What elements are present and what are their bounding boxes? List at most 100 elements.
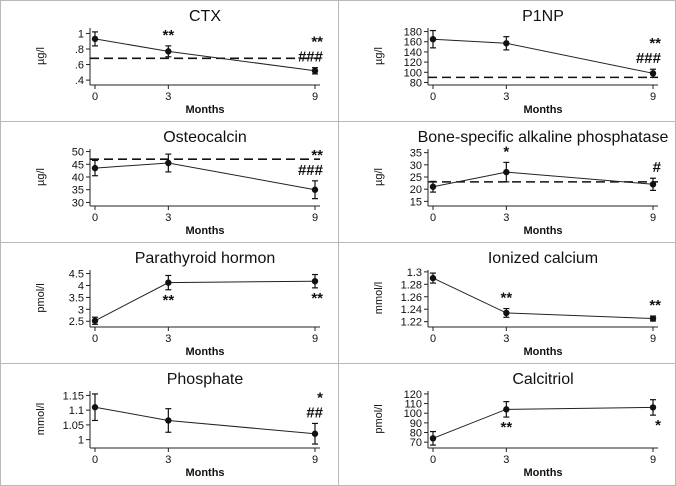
data-point xyxy=(503,309,510,317)
y-axis-label: pmol/l xyxy=(373,404,385,433)
y-tick-label: 90 xyxy=(410,418,422,430)
chart-panel-ctx: CTX .4.6.8 1 0 3 9 Months µg/l ** ** ### xyxy=(0,0,338,121)
data-point xyxy=(311,430,319,437)
y-tick-label: 1 xyxy=(78,435,84,447)
chart-panel-calcitriol: Calcitriol 70 80 90 100 110 120 0 3 9 Months pmol/l… xyxy=(338,363,676,484)
annotation-line: # xyxy=(653,159,662,176)
annotation-line: ** xyxy=(649,35,661,52)
y-tick-label: 3.5 xyxy=(69,292,84,304)
y-tick-label: 3 xyxy=(78,304,84,316)
x-tick-label: 0 xyxy=(430,333,436,345)
data-point xyxy=(649,404,657,411)
y-tick-label: .8 xyxy=(75,44,84,56)
data-point xyxy=(165,48,172,55)
x-tick-label: 3 xyxy=(503,91,509,103)
chart-title: Parathyroid hormon xyxy=(135,250,276,267)
y-tick-label: 1.1 xyxy=(69,405,84,417)
series-line xyxy=(94,406,316,435)
x-tick-label: 9 xyxy=(650,91,656,103)
y-tick-label: 160 xyxy=(404,37,422,49)
y-tick-label: 1 xyxy=(78,28,84,40)
y-tick-label: 15 xyxy=(410,196,422,208)
significance-annotation: ** xyxy=(162,27,174,44)
y-tick-label: 80 xyxy=(410,77,422,89)
data-point xyxy=(429,435,437,442)
series-line xyxy=(94,38,316,72)
data-point xyxy=(503,40,510,47)
x-tick-label: 9 xyxy=(312,212,318,224)
annotation-line: ** xyxy=(311,290,323,307)
data-point xyxy=(311,278,319,285)
significance-annotation: * xyxy=(503,143,509,160)
x-tick-label: 3 xyxy=(165,333,171,345)
y-axis-label: µg/l xyxy=(373,168,385,186)
y-tick-label: 45 xyxy=(72,159,84,171)
significance-annotation: ** xyxy=(162,292,174,309)
y-tick-label: 1.22 xyxy=(401,317,422,329)
annotation-line: * xyxy=(503,143,509,160)
annotation-line: ** xyxy=(649,297,661,314)
x-axis-label: Months xyxy=(185,467,224,479)
data-point xyxy=(91,404,99,411)
series-line xyxy=(432,406,654,439)
y-tick-label: 1.3 xyxy=(407,267,422,279)
data-point xyxy=(311,186,319,193)
y-tick-label: 140 xyxy=(404,47,422,59)
y-axis-label: pmol/l xyxy=(35,283,47,312)
data-point xyxy=(165,159,172,167)
x-tick-label: 9 xyxy=(650,454,656,466)
grid-divider xyxy=(0,0,1,486)
y-tick-label: 4 xyxy=(78,280,84,292)
significance-annotation: # xyxy=(653,159,662,176)
x-axis-label: Months xyxy=(185,225,224,237)
annotation-line: * xyxy=(655,417,661,434)
annotation-line: ** xyxy=(311,34,323,51)
chart-title: Calcitriol xyxy=(512,371,573,388)
x-tick-label: 0 xyxy=(92,212,98,224)
x-tick-label: 0 xyxy=(92,91,98,103)
y-tick-label: 1.24 xyxy=(401,304,422,316)
x-tick-label: 9 xyxy=(650,333,656,345)
x-axis-label: Months xyxy=(523,225,562,237)
x-tick-label: 0 xyxy=(430,91,436,103)
data-point xyxy=(91,164,99,172)
series-line xyxy=(432,277,654,320)
y-tick-label: 110 xyxy=(404,399,422,411)
data-point xyxy=(165,279,172,286)
x-axis-label: Months xyxy=(523,104,562,116)
x-axis-label: Months xyxy=(185,346,224,358)
chart-title: Bone-specific alkaline phosphatase xyxy=(418,129,669,146)
y-tick-label: 120 xyxy=(404,57,422,69)
annotation-line: ** xyxy=(162,292,174,309)
x-tick-label: 3 xyxy=(165,91,171,103)
chart-title: Osteocalcin xyxy=(163,129,247,146)
x-tick-label: 9 xyxy=(312,333,318,345)
x-tick-label: 9 xyxy=(650,212,656,224)
data-point xyxy=(429,274,437,282)
x-tick-label: 3 xyxy=(165,454,171,466)
x-tick-label: 0 xyxy=(92,333,98,345)
y-axis-label: mmol/l xyxy=(35,403,47,435)
y-tick-label: 80 xyxy=(410,428,422,440)
y-tick-label: 50 xyxy=(72,147,84,159)
chart-title: Ionized calcium xyxy=(488,250,598,267)
y-tick-label: 1.05 xyxy=(63,420,84,432)
y-tick-label: 100 xyxy=(404,67,422,79)
y-axis-label: mmol/l xyxy=(373,282,385,314)
y-tick-label: 40 xyxy=(72,172,84,184)
x-tick-label: 0 xyxy=(92,454,98,466)
significance-annotation: ** xyxy=(500,290,512,307)
chart-panel-bsap: Bone-specific alkaline phosphatase 15 20 25… xyxy=(338,121,676,242)
y-tick-label: 35 xyxy=(72,185,84,197)
annotation-line: ** xyxy=(311,147,323,164)
y-tick-label: .4 xyxy=(75,75,84,87)
y-tick-label: 70 xyxy=(410,437,422,449)
y-tick-label: 30 xyxy=(410,160,422,172)
chart-panel-osteocalcin: Osteocalcin 30 35 40 45 50 0 3 9 Months µg/l ** ### xyxy=(0,121,338,242)
annotation-line: * xyxy=(317,389,323,406)
x-tick-label: 9 xyxy=(312,454,318,466)
y-tick-label: 2.5 xyxy=(69,316,84,328)
data-point xyxy=(649,70,657,77)
significance-annotation: * ## xyxy=(306,389,323,421)
